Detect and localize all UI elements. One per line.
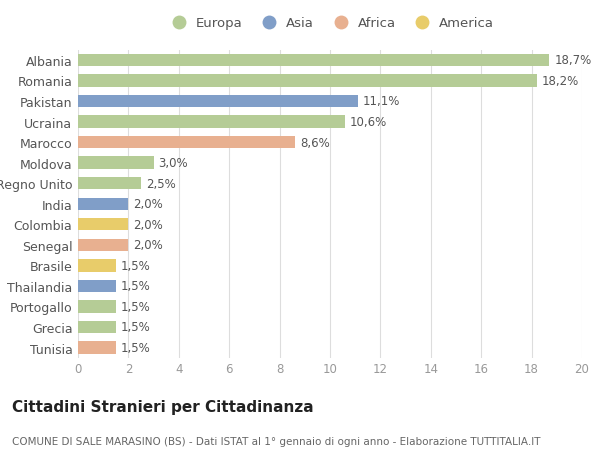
Text: 1,5%: 1,5% xyxy=(121,280,151,293)
Text: 1,5%: 1,5% xyxy=(121,300,151,313)
Bar xyxy=(78,157,154,169)
Text: 18,2%: 18,2% xyxy=(542,75,579,88)
Bar xyxy=(78,218,128,231)
Bar xyxy=(78,341,116,354)
Bar xyxy=(78,198,128,210)
Bar xyxy=(78,321,116,333)
Text: 2,0%: 2,0% xyxy=(133,239,163,252)
Bar xyxy=(78,116,345,129)
Text: 18,7%: 18,7% xyxy=(554,54,592,67)
Bar xyxy=(78,260,116,272)
Text: 2,0%: 2,0% xyxy=(133,198,163,211)
Bar xyxy=(78,137,295,149)
Text: 2,0%: 2,0% xyxy=(133,218,163,231)
Text: 10,6%: 10,6% xyxy=(350,116,388,129)
Bar xyxy=(78,55,549,67)
Text: 11,1%: 11,1% xyxy=(363,95,400,108)
Bar xyxy=(78,95,358,108)
Text: Cittadini Stranieri per Cittadinanza: Cittadini Stranieri per Cittadinanza xyxy=(12,399,314,414)
Text: 1,5%: 1,5% xyxy=(121,259,151,272)
Bar xyxy=(78,301,116,313)
Legend: Europa, Asia, Africa, America: Europa, Asia, Africa, America xyxy=(166,17,494,30)
Bar xyxy=(78,178,141,190)
Text: 8,6%: 8,6% xyxy=(300,136,329,149)
Bar xyxy=(78,75,536,87)
Text: 1,5%: 1,5% xyxy=(121,341,151,354)
Bar xyxy=(78,239,128,252)
Text: 1,5%: 1,5% xyxy=(121,321,151,334)
Text: 3,0%: 3,0% xyxy=(158,157,188,170)
Bar xyxy=(78,280,116,292)
Text: 2,5%: 2,5% xyxy=(146,177,176,190)
Text: COMUNE DI SALE MARASINO (BS) - Dati ISTAT al 1° gennaio di ogni anno - Elaborazi: COMUNE DI SALE MARASINO (BS) - Dati ISTA… xyxy=(12,436,541,446)
